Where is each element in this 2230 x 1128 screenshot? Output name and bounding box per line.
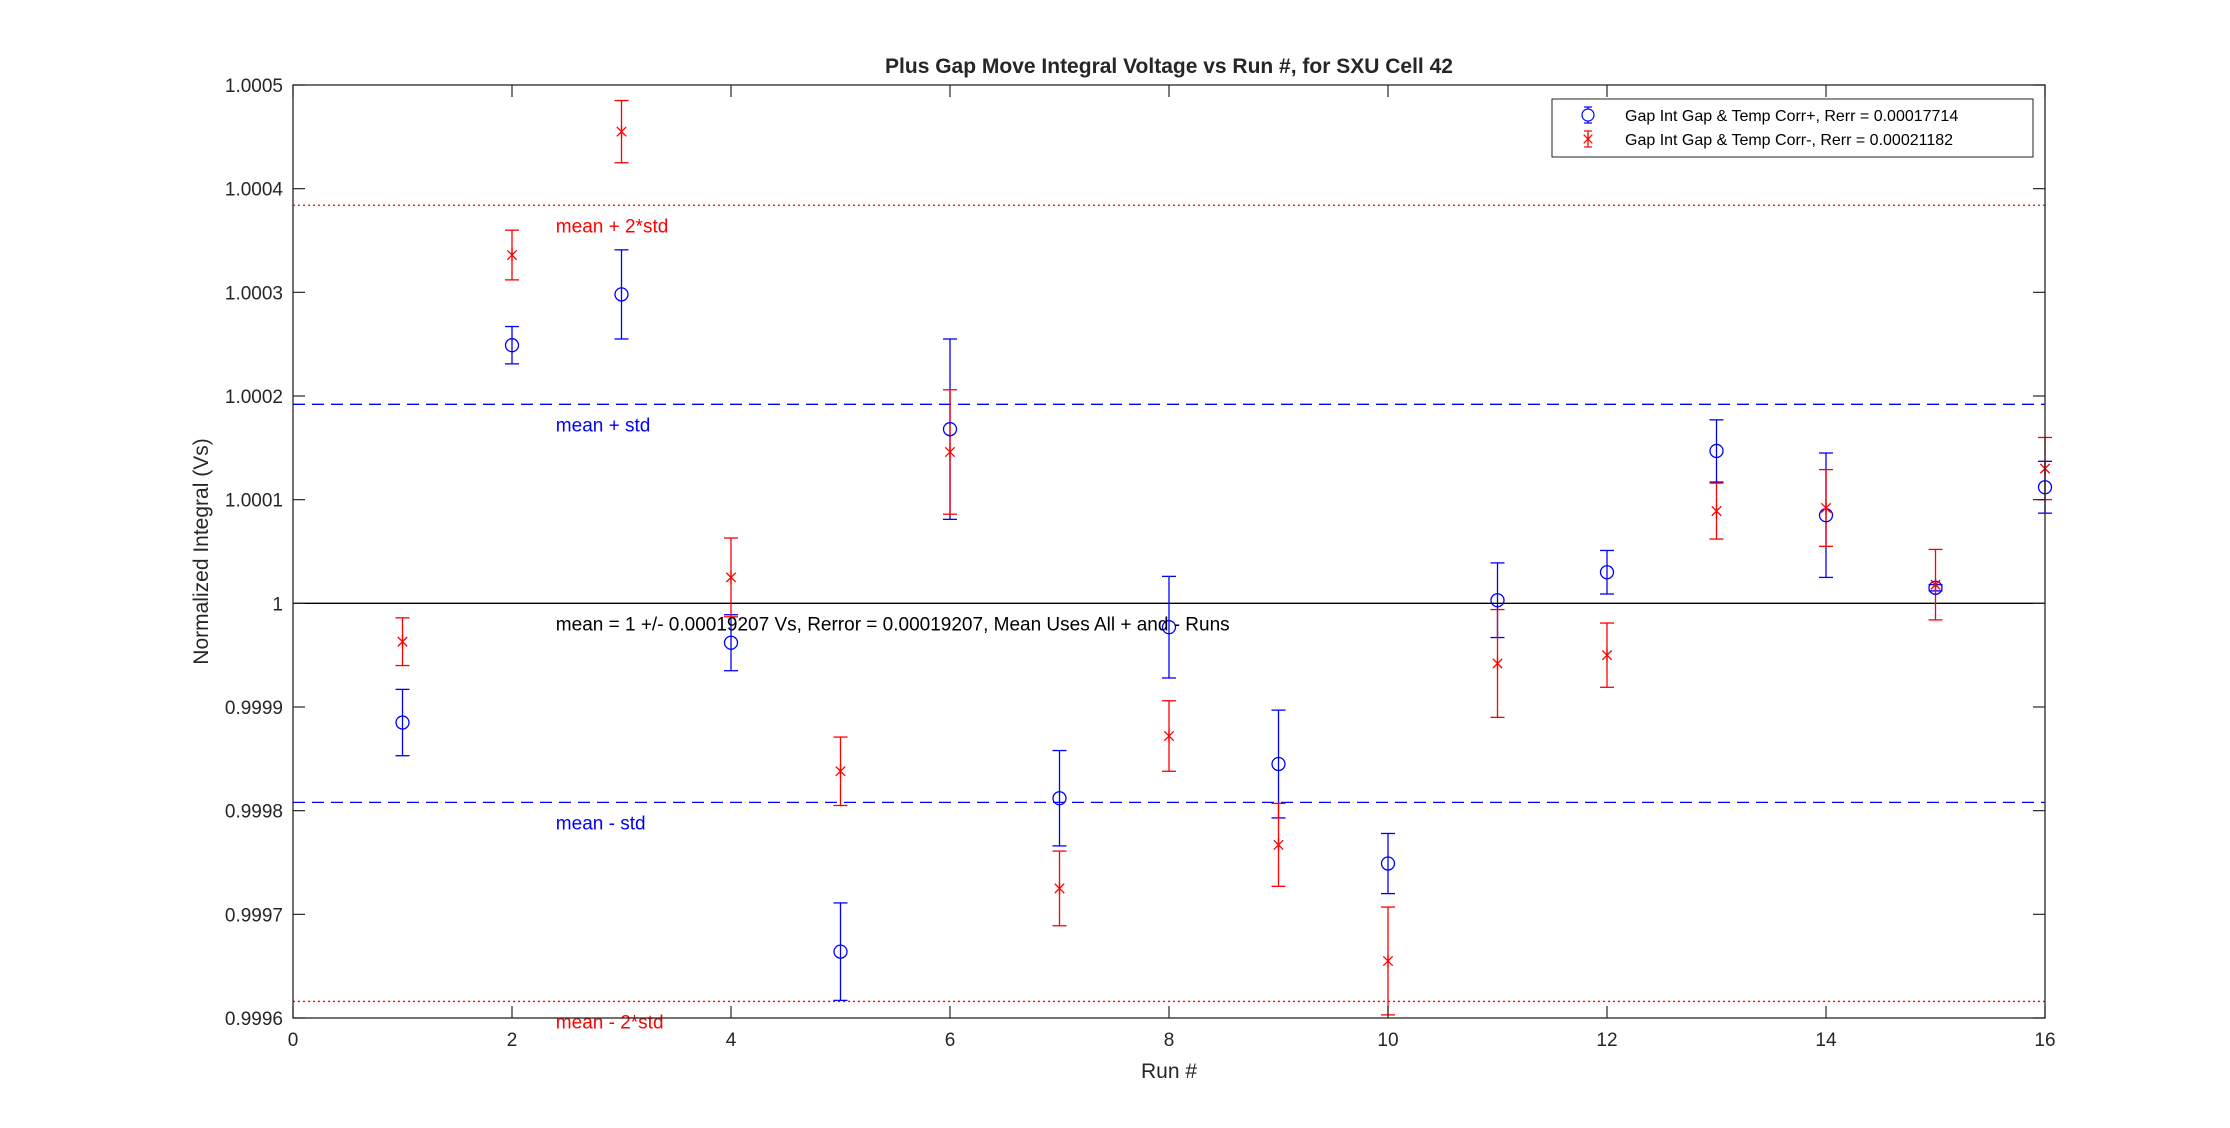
data-point-asterisk (944, 445, 956, 459)
data-point-asterisk (506, 248, 518, 262)
y-tick-label: 0.9996 (225, 1009, 283, 1030)
x-tick-label: 14 (1815, 1030, 1837, 1051)
data-point-asterisk (835, 764, 846, 778)
error-bar (1709, 419, 1724, 483)
data-point-asterisk (1273, 838, 1284, 852)
reference-line-label: mean + std (556, 415, 651, 436)
error-bar (395, 688, 410, 757)
y-tick-label: 1.0001 (225, 491, 283, 512)
x-tick-label: 12 (1596, 1030, 1617, 1051)
legend-marker-asterisk (1583, 133, 1593, 145)
data-point-asterisk (1163, 729, 1175, 743)
data-point-asterisk (1382, 954, 1394, 968)
y-tick-label: 1.0004 (225, 180, 284, 201)
x-axis-label: Run # (1141, 1060, 1197, 1083)
data-point-asterisk (1820, 501, 1832, 515)
error-bar (1162, 575, 1176, 679)
data-point-asterisk (1492, 656, 1503, 670)
data-point-circle (504, 338, 520, 353)
data-point-asterisk (1930, 578, 1941, 592)
legend-label: Gap Int Gap & Temp Corr-, Rerr = 0.00021… (1625, 132, 1953, 149)
reference-lines (293, 204, 2045, 1003)
x-tick-label: 8 (1164, 1030, 1175, 1051)
y-axis-label: Normalized Integral (Vs) (190, 438, 213, 664)
error-bar (1600, 549, 1614, 595)
data-point-circle (942, 422, 958, 437)
data-point-circle (1271, 756, 1286, 772)
data-point-circle (833, 944, 848, 959)
legend-label: Gap Int Gap & Temp Corr+, Rerr = 0.00017… (1625, 108, 1958, 125)
x-tick-label: 6 (945, 1030, 956, 1051)
error-bar (505, 325, 519, 365)
data-point-asterisk (397, 635, 408, 649)
data-point-circle (1599, 565, 1615, 580)
data-point-asterisk (1054, 881, 1065, 895)
reference-line-label: mean = 1 +/- 0.00019207 Vs, Rerror = 0.0… (556, 614, 1230, 635)
data-point-asterisk (725, 570, 737, 584)
data-point-circle (1490, 593, 1505, 608)
x-tick-label: 10 (1377, 1030, 1398, 1051)
y-tick-label: 1.0005 (225, 76, 283, 97)
data-point-circle (395, 715, 410, 730)
y-tick-label: 0.9999 (225, 698, 283, 719)
chart-title: Plus Gap Move Integral Voltage vs Run #,… (885, 55, 1453, 78)
error-bar (1381, 832, 1395, 895)
legend-marker-circle (1581, 108, 1595, 122)
plot-area (293, 85, 2045, 1018)
x-axis-ticks: 0 2 4 6 8 10 12 14 16 (288, 85, 2056, 1051)
legend-item: Gap Int Gap & Temp Corr-, Rerr = 0.00021… (1583, 130, 1953, 149)
y-tick-label: 1 (272, 594, 283, 615)
y-tick-label: 1.0003 (225, 283, 283, 304)
error-bar (1052, 749, 1067, 847)
data-point-circle (1380, 856, 1396, 871)
data-point-asterisk (616, 125, 627, 139)
y-tick-label: 0.9998 (225, 802, 283, 823)
data-point-circle (1052, 791, 1067, 806)
data-point-circle (614, 287, 629, 302)
reference-line-label: mean + 2*std (556, 216, 669, 237)
error-bar (833, 902, 848, 1002)
data-point-circle (1161, 620, 1177, 635)
error-bar (614, 249, 629, 340)
data-point-circle (723, 635, 739, 650)
data-point-asterisk (1601, 648, 1613, 662)
x-tick-label: 16 (2034, 1030, 2055, 1051)
x-tick-label: 0 (288, 1030, 299, 1051)
legend-box (1551, 98, 2034, 158)
x-tick-label: 2 (507, 1030, 518, 1051)
legend: Gap Int Gap & Temp Corr+, Rerr = 0.00017… (1551, 98, 2034, 158)
y-tick-label: 1.0002 (225, 387, 283, 408)
markers (395, 125, 2053, 968)
y-axis-ticks: 0.9996 0.9997 0.9998 0.9999 1 1.0001 1.0002 1.0… (225, 76, 2045, 1030)
data-point-circle (1709, 443, 1724, 459)
x-tick-label: 4 (726, 1030, 737, 1051)
legend-item: Gap Int Gap & Temp Corr+, Rerr = 0.00017… (1581, 106, 1958, 125)
y-tick-label: 0.9997 (225, 905, 283, 926)
reference-line-label: mean - std (556, 813, 646, 834)
data-point-asterisk (1711, 504, 1722, 518)
reference-line-label: mean - 2*std (556, 1012, 664, 1033)
